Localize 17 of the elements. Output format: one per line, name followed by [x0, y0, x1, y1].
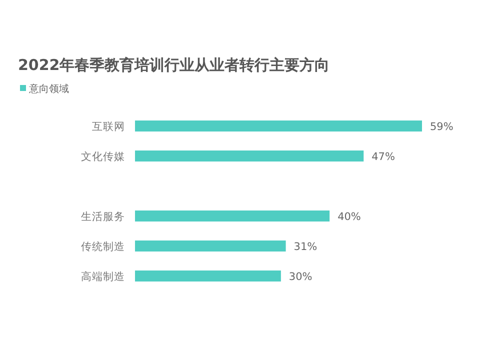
y-tick-label: 互联网	[92, 121, 125, 133]
data-label: 40%	[338, 211, 361, 223]
y-tick-label: 生活服务	[81, 210, 125, 223]
y-tick-label: 文化传媒	[81, 150, 125, 163]
data-label: 47%	[372, 151, 395, 163]
data-label: 30%	[288, 271, 312, 283]
data-label: 31%	[294, 241, 318, 253]
legend-label: 意向领域	[28, 83, 69, 95]
y-tick-label: 传统制造	[81, 240, 125, 253]
chart-title: 2022年春季教育培训行业从业者转行主要方向	[18, 56, 330, 74]
bar	[135, 240, 286, 252]
y-tick-label: 高端制造	[81, 270, 125, 283]
bar	[135, 120, 422, 132]
bar	[135, 150, 364, 162]
bar	[135, 210, 330, 222]
data-label: 59%	[430, 121, 454, 133]
bar	[135, 270, 281, 282]
